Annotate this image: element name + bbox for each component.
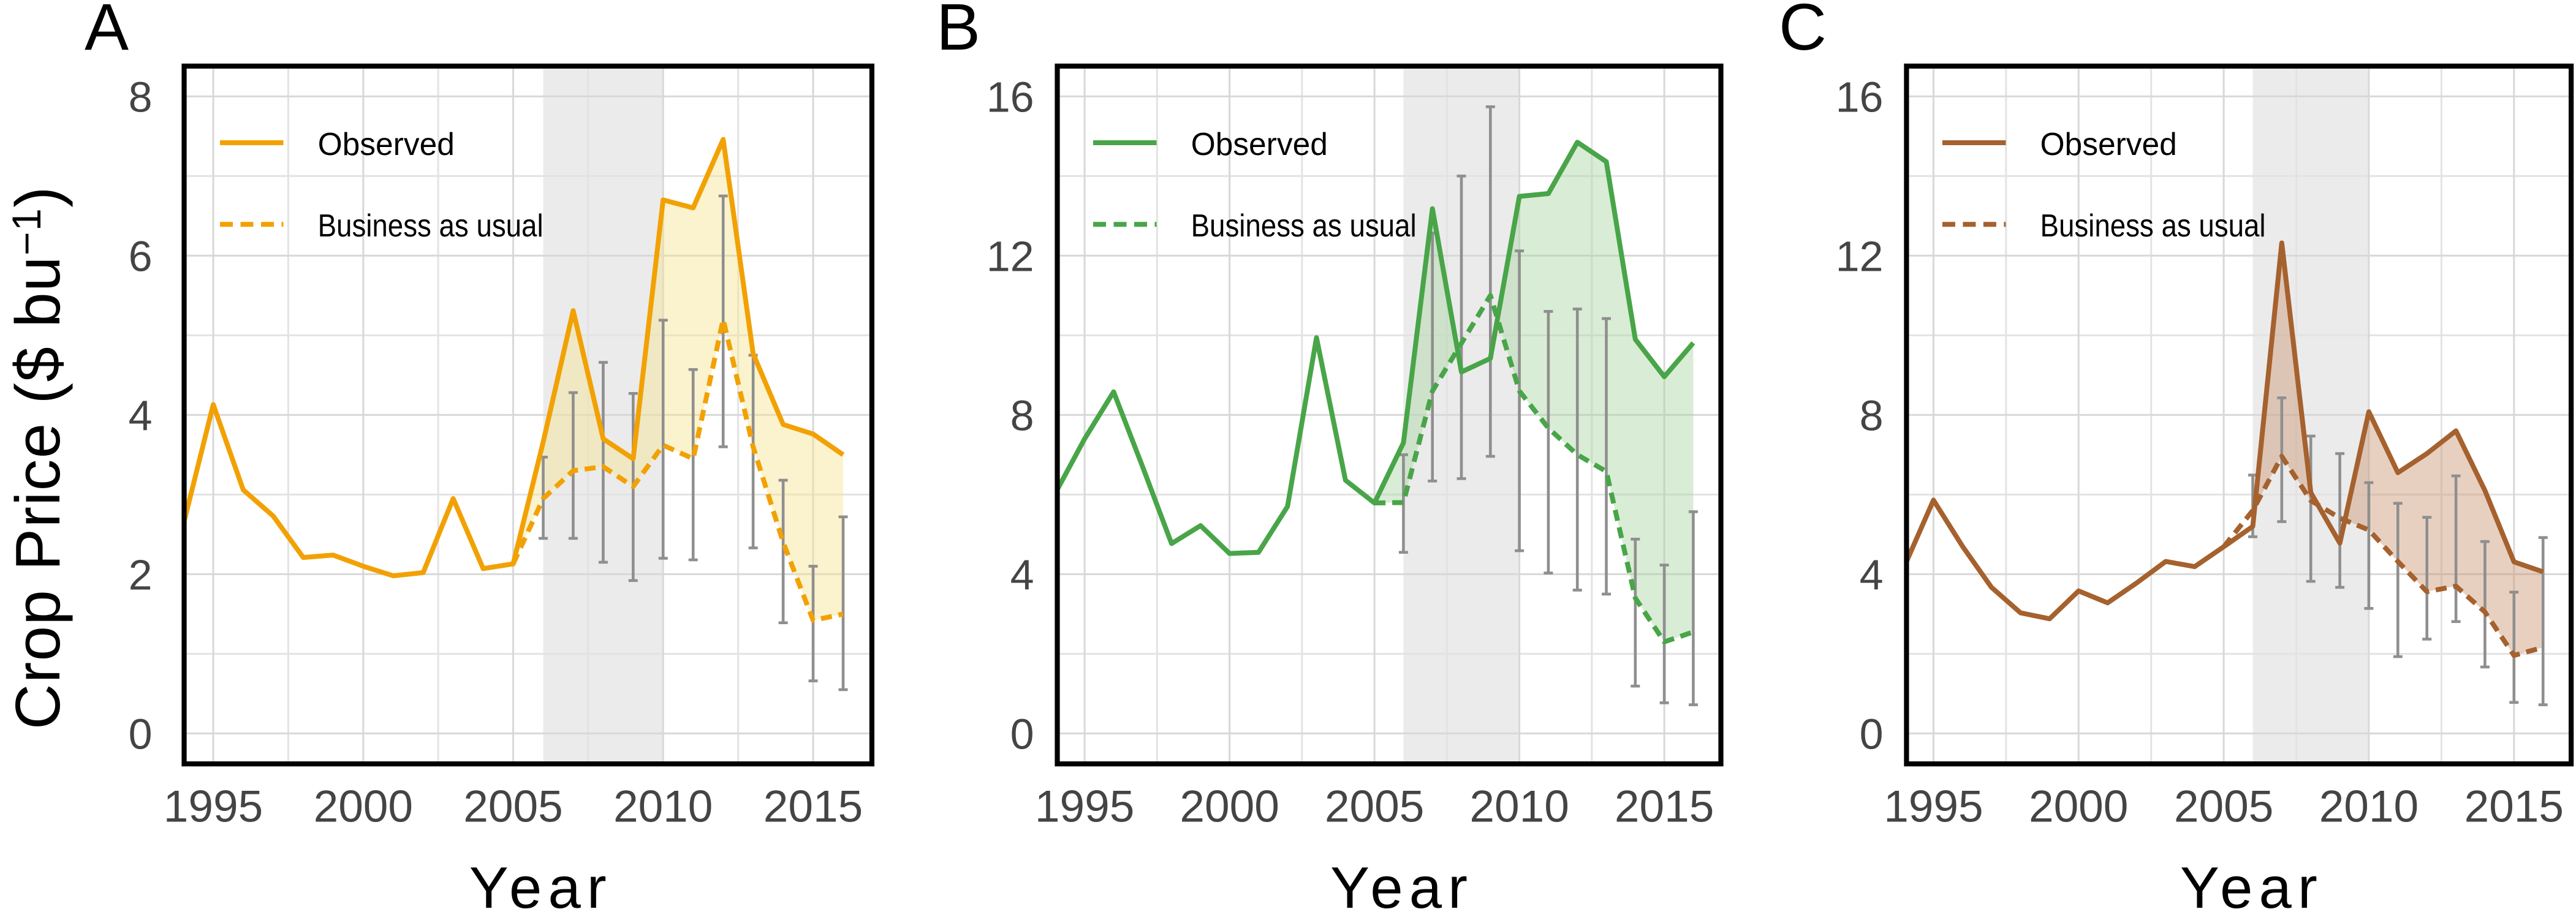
svg-text:2005: 2005 — [1325, 782, 1424, 832]
svg-text:Year: Year — [469, 855, 613, 909]
svg-text:Business as usual: Business as usual — [1191, 208, 1417, 243]
svg-text:8: 8 — [1010, 391, 1034, 439]
svg-text:Crop Price ($ bu−1): Crop Price ($ bu−1) — [2, 186, 73, 730]
svg-text:Business as usual: Business as usual — [318, 208, 544, 243]
svg-text:2005: 2005 — [463, 782, 563, 832]
svg-text:8: 8 — [1860, 391, 1884, 439]
svg-text:C: C — [1779, 0, 1827, 64]
svg-text:0: 0 — [129, 710, 153, 758]
svg-text:12: 12 — [987, 232, 1034, 280]
svg-text:2000: 2000 — [2029, 782, 2128, 832]
svg-text:0: 0 — [1010, 710, 1034, 758]
svg-text:1995: 1995 — [1884, 782, 1983, 832]
svg-text:6: 6 — [129, 232, 153, 280]
svg-text:4: 4 — [1010, 551, 1034, 598]
svg-text:B: B — [936, 0, 980, 64]
svg-text:0: 0 — [1860, 710, 1884, 758]
svg-text:1995: 1995 — [1035, 782, 1134, 832]
svg-text:2: 2 — [129, 551, 153, 598]
svg-text:2000: 2000 — [1180, 782, 1279, 832]
svg-text:2010: 2010 — [1469, 782, 1569, 832]
svg-text:2015: 2015 — [1615, 782, 1714, 832]
svg-text:A: A — [85, 0, 129, 64]
svg-text:4: 4 — [1860, 551, 1884, 598]
svg-text:16: 16 — [987, 73, 1034, 121]
svg-text:Year: Year — [1330, 855, 1474, 909]
svg-text:12: 12 — [1836, 232, 1884, 280]
svg-text:2005: 2005 — [2174, 782, 2273, 832]
svg-text:2015: 2015 — [2464, 782, 2564, 832]
svg-text:Business as usual: Business as usual — [2040, 208, 2266, 243]
svg-text:2000: 2000 — [314, 782, 413, 832]
svg-text:Observed: Observed — [1191, 126, 1328, 162]
svg-text:16: 16 — [1836, 73, 1884, 121]
svg-text:8: 8 — [129, 73, 153, 121]
svg-text:Year: Year — [2180, 855, 2324, 909]
svg-text:2010: 2010 — [613, 782, 713, 832]
svg-text:2015: 2015 — [763, 782, 863, 832]
svg-text:Observed: Observed — [2040, 126, 2177, 162]
svg-text:2010: 2010 — [2319, 782, 2419, 832]
svg-text:4: 4 — [129, 391, 153, 439]
svg-text:Observed: Observed — [318, 126, 455, 162]
svg-text:1995: 1995 — [164, 782, 263, 832]
